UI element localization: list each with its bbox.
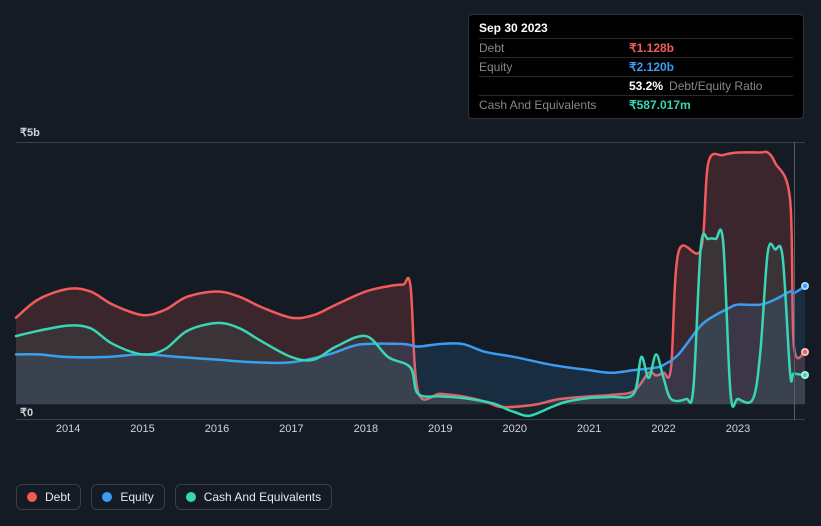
tooltip-date: Sep 30 2023 [479, 21, 793, 35]
legend: Debt Equity Cash And Equivalents [16, 484, 332, 510]
xaxis-tick: 2018 [354, 423, 378, 435]
tooltip-row: Equity₹2.120b [479, 57, 793, 76]
legend-label: Cash And Equivalents [204, 490, 321, 504]
xaxis-tick: 2022 [651, 423, 675, 435]
legend-label: Equity [120, 490, 153, 504]
tooltip-row-label: Debt [479, 41, 629, 55]
tooltip-row: 53.2% Debt/Equity Ratio [479, 76, 793, 95]
x-axis: 2014 2015 2016 2017 2018 2019 2020 2021 2022 2023 [16, 423, 805, 439]
tooltip-row-value: ₹1.128b [629, 41, 674, 55]
tooltip-row-suffix: Debt/Equity Ratio [669, 79, 762, 93]
xaxis-tick: 2021 [577, 423, 601, 435]
xaxis-tick: 2019 [428, 423, 452, 435]
tooltip-row-value: ₹587.017m [629, 98, 691, 112]
tooltip-row: Cash And Equivalents₹587.017m [479, 95, 793, 114]
legend-label: Debt [45, 490, 70, 504]
legend-item-cash-and-equivalents[interactable]: Cash And Equivalents [175, 484, 332, 510]
legend-dot [102, 492, 112, 502]
grid-bottom [16, 419, 805, 420]
series-end-marker [801, 348, 809, 356]
legend-dot [186, 492, 196, 502]
chart-svg [16, 142, 805, 420]
xaxis-tick: 2023 [726, 423, 750, 435]
tooltip-row-value: 53.2% [629, 79, 663, 93]
legend-dot [27, 492, 37, 502]
series-end-marker [801, 282, 809, 290]
xaxis-tick: 2020 [502, 423, 526, 435]
legend-item-equity[interactable]: Equity [91, 484, 164, 510]
xaxis-tick: 2017 [279, 423, 303, 435]
xaxis-tick: 2015 [130, 423, 154, 435]
tooltip-box: Sep 30 2023 Debt₹1.128bEquity₹2.120b53.2… [468, 14, 804, 119]
series-end-marker [801, 371, 809, 379]
tooltip-row-label: Equity [479, 60, 629, 74]
tooltip-row-label: Cash And Equivalents [479, 98, 629, 112]
xaxis-tick: 2016 [205, 423, 229, 435]
tooltip-row: Debt₹1.128b [479, 38, 793, 57]
tooltip-row-label [479, 79, 629, 93]
chart-area[interactable] [16, 142, 805, 420]
xaxis-tick: 2014 [56, 423, 80, 435]
yaxis-max-label: ₹5b [20, 126, 40, 139]
crosshair-line [794, 142, 795, 420]
legend-item-debt[interactable]: Debt [16, 484, 81, 510]
tooltip-row-value: ₹2.120b [629, 60, 674, 74]
